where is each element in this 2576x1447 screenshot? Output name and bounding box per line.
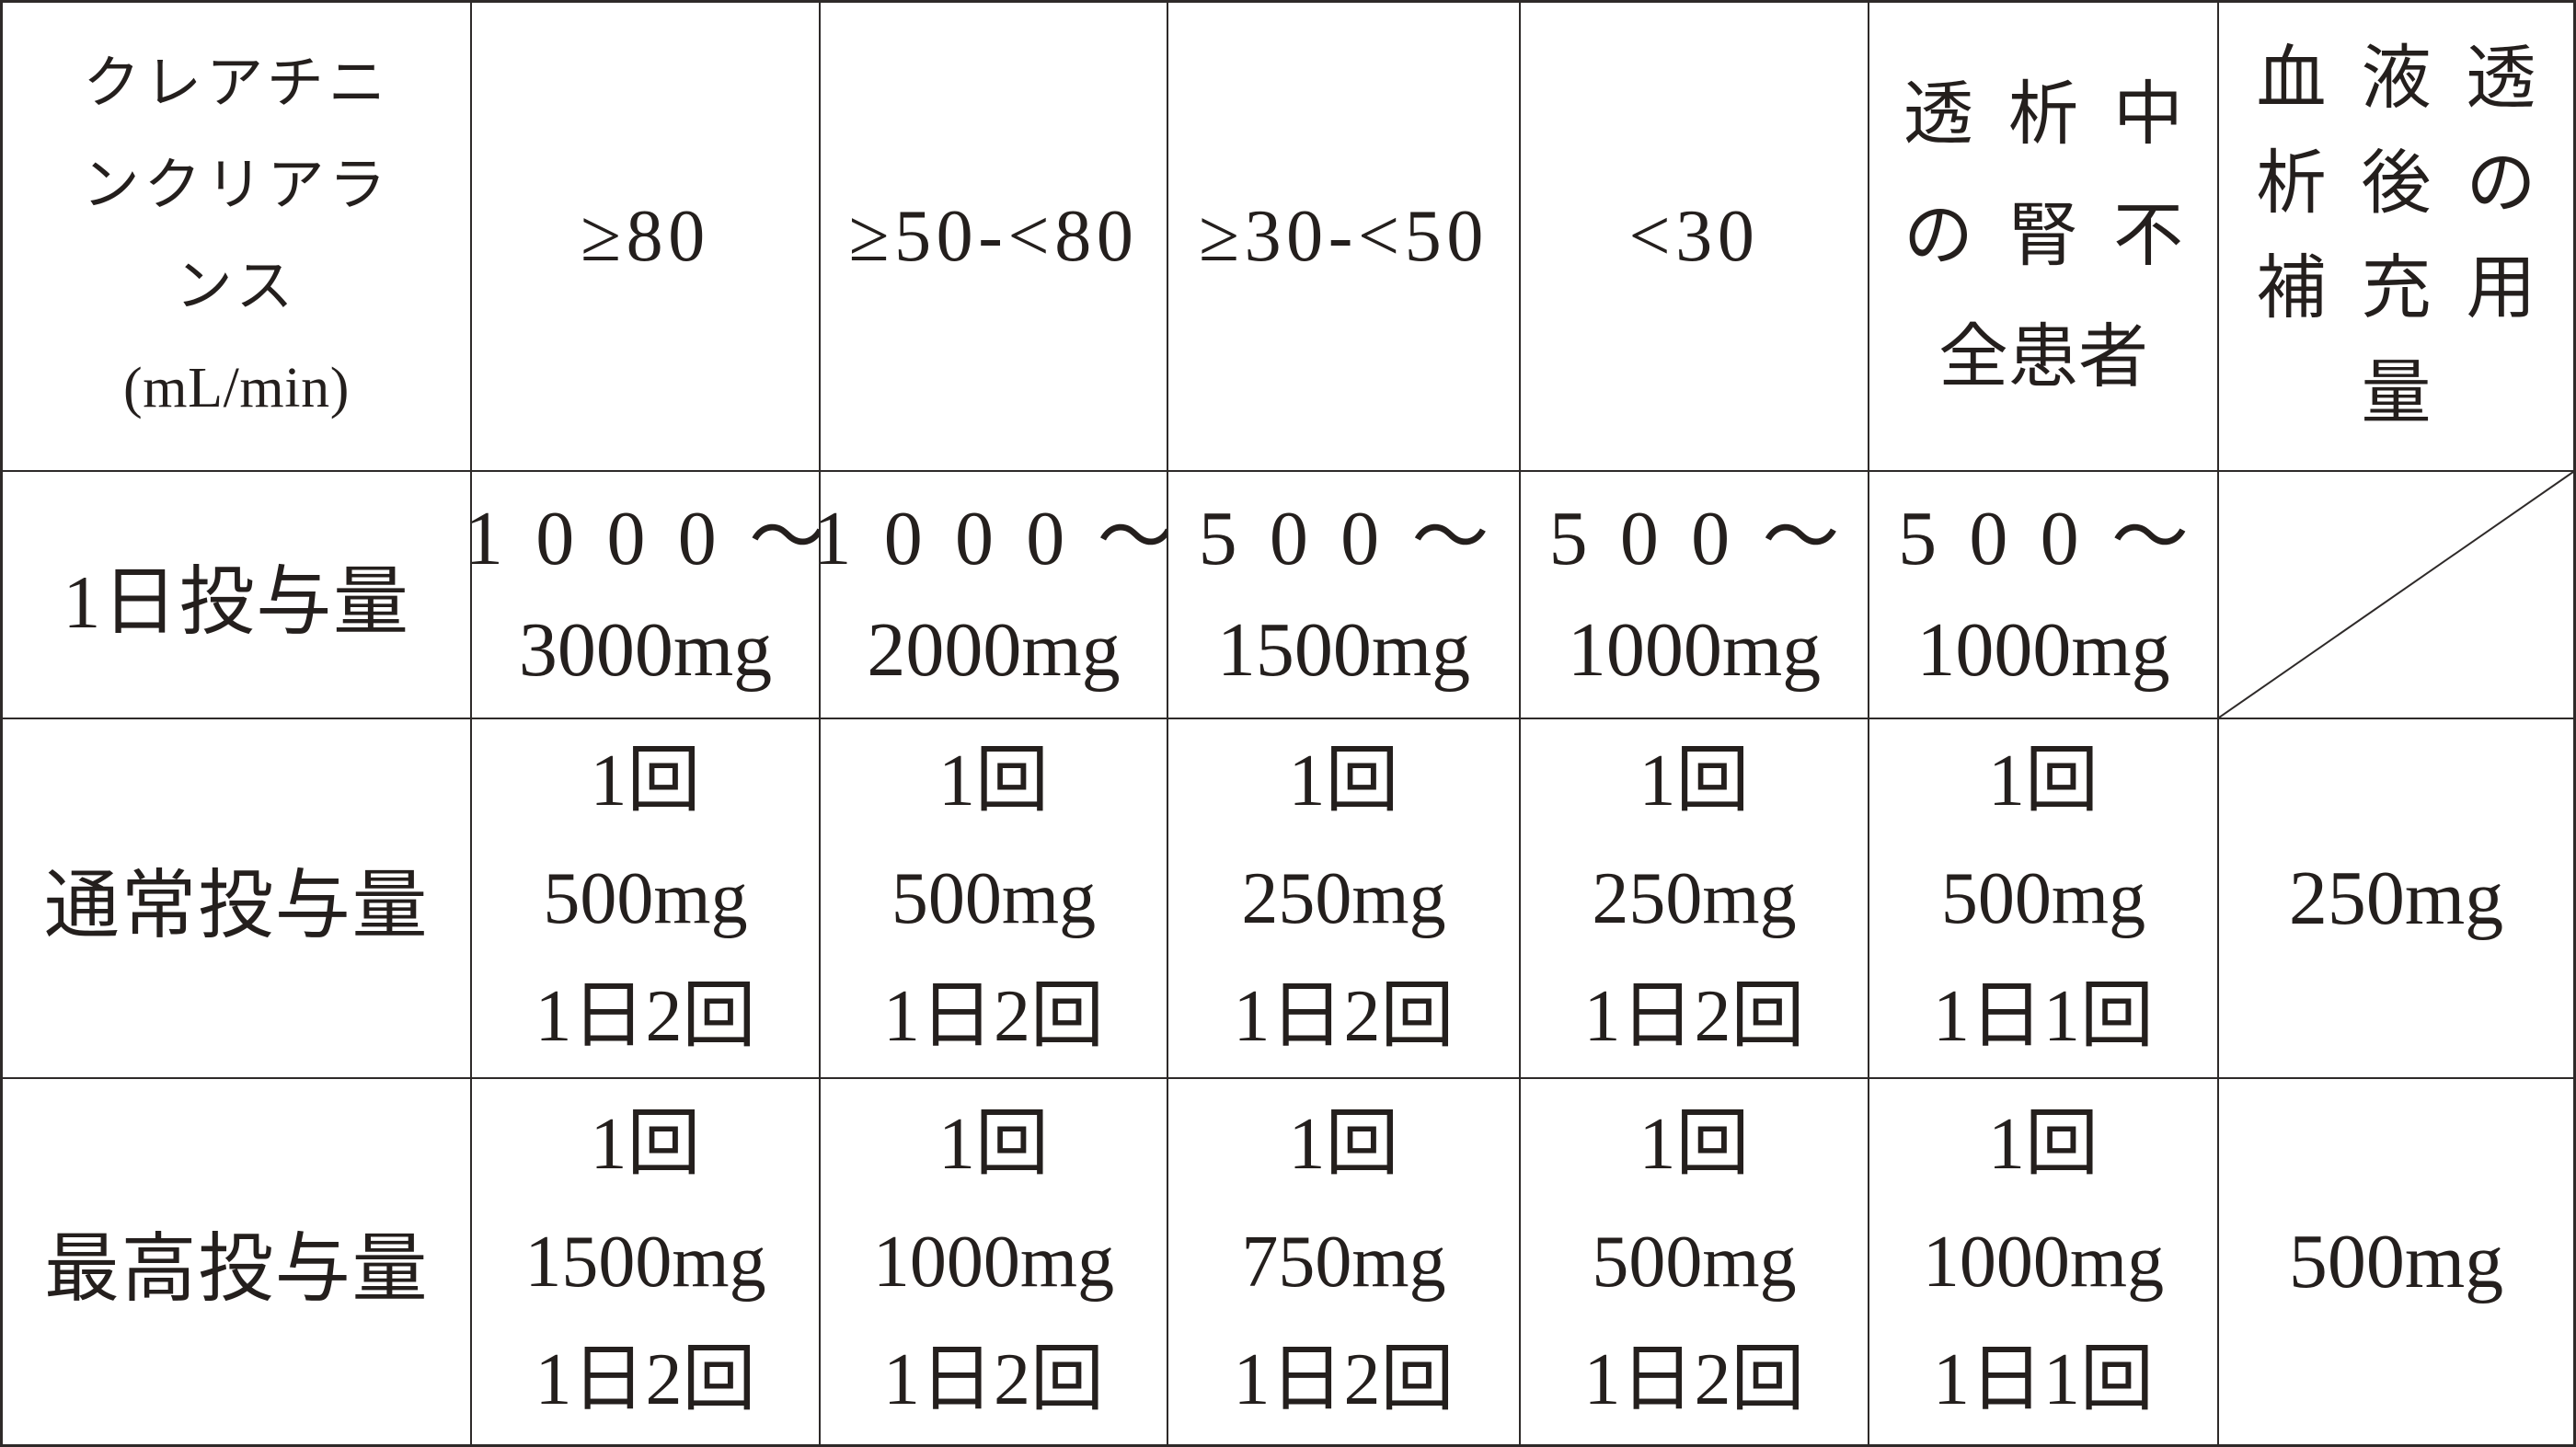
dose-line: 500mg xyxy=(1940,857,2146,939)
header-ccr-ge80: ≥80 xyxy=(472,3,821,472)
header-line: 析後の xyxy=(2256,145,2571,223)
dose-line: 1回 xyxy=(1288,1103,1399,1185)
max-dose-lt30: 1回 500mg 1日2回 xyxy=(1521,1079,1869,1444)
dose-line: 1日2回 xyxy=(1583,975,1805,1057)
dose-line: 500mg xyxy=(1592,1221,1797,1303)
header-line: 全患者 xyxy=(1938,319,2148,397)
row-label-daily-dose: 1日投与量 xyxy=(3,472,472,719)
header-line: クレアチニ xyxy=(83,52,390,116)
dose-line: 250mg xyxy=(1241,857,1446,939)
header-creatinine-clearance: クレアチニ ンクリアラ ンス (mL/min) xyxy=(3,3,472,472)
dose-line: 1500mg xyxy=(524,1221,766,1303)
dose-line: 1日2回 xyxy=(1233,1338,1455,1420)
usual-dose-30-50: 1回 250mg 1日2回 xyxy=(1168,719,1521,1079)
row-label-usual-dose: 通常投与量 xyxy=(3,719,472,1079)
dose-range: 1000mg xyxy=(1567,606,1822,693)
dose-line: 1日2回 xyxy=(1233,975,1455,1057)
dose-line: 750mg xyxy=(1241,1221,1446,1303)
dose-line: 500mg xyxy=(543,857,748,939)
max-dose-dialysis: 1回 1000mg 1日1回 xyxy=(1869,1079,2219,1444)
header-hemodialysis-supplement: 血液透 析後の 補充用 量 xyxy=(2219,3,2573,472)
dose-line: 1日1回 xyxy=(1933,1338,2154,1420)
dose-range: 1000～ xyxy=(472,496,819,582)
daily-dose-ge80: 1000～ 3000mg xyxy=(472,472,821,719)
header-unit: (mL/min) xyxy=(122,357,351,420)
dose-line: 250mg xyxy=(2288,856,2504,941)
dose-line: 250mg xyxy=(1592,857,1797,939)
dose-line: 1000mg xyxy=(1922,1221,2165,1303)
dose-line: 1日2回 xyxy=(1583,1338,1805,1420)
dose-line: 1日1回 xyxy=(1933,975,2154,1057)
dose-line: 1回 xyxy=(1988,1103,2099,1185)
header-ccr-30-50: ≥30-<50 xyxy=(1168,3,1521,472)
max-dose-50-80: 1回 1000mg 1日2回 xyxy=(821,1079,1168,1444)
daily-dose-30-50: 500～ 1500mg xyxy=(1168,472,1521,719)
daily-dose-lt30: 500～ 1000mg xyxy=(1521,472,1869,719)
dose-range: 1000mg xyxy=(1916,606,2170,693)
dose-range: 500～ xyxy=(1898,496,2219,582)
max-dose-ge80: 1回 1500mg 1日2回 xyxy=(472,1079,821,1444)
dose-range: 500～ xyxy=(1548,496,1869,582)
dose-line: 1回 xyxy=(590,740,701,821)
usual-dose-ge80: 1回 500mg 1日2回 xyxy=(472,719,821,1079)
daily-dose-supplement-empty xyxy=(2219,472,2573,719)
usual-dose-lt30: 1回 250mg 1日2回 xyxy=(1521,719,1869,1079)
usual-dose-50-80: 1回 500mg 1日2回 xyxy=(821,719,1168,1079)
header-line: 補充用 xyxy=(2256,250,2571,327)
header-ccr-50-80: ≥50-<80 xyxy=(821,3,1168,472)
dose-line: 500mg xyxy=(2288,1219,2504,1304)
dose-line: 1回 xyxy=(1639,740,1750,821)
header-ccr-lt30: <30 xyxy=(1521,3,1869,472)
dose-line: 1日2回 xyxy=(535,1338,756,1420)
dose-line: 500mg xyxy=(891,857,1097,939)
row-label-max-dose: 最高投与量 xyxy=(3,1079,472,1444)
dose-line: 1日2回 xyxy=(535,975,756,1057)
dose-range: 2000mg xyxy=(867,606,1121,693)
dose-line: 1回 xyxy=(1288,740,1399,821)
max-dose-supplement: 500mg xyxy=(2219,1079,2573,1444)
dose-range: 1500mg xyxy=(1216,606,1471,693)
max-dose-30-50: 1回 750mg 1日2回 xyxy=(1168,1079,1521,1444)
dose-range: 3000mg xyxy=(518,606,773,693)
dose-range: 500～ xyxy=(1198,496,1521,582)
usual-dose-supplement: 250mg xyxy=(2219,719,2573,1079)
header-line: ンス xyxy=(175,256,298,318)
dose-line: 1000mg xyxy=(872,1221,1115,1303)
daily-dose-50-80: 1000～ 2000mg xyxy=(821,472,1168,719)
dose-line: 1回 xyxy=(1988,740,2099,821)
header-line: 血液透 xyxy=(2256,40,2571,118)
header-dialysis-renal-failure: 透析中 の腎不 全患者 xyxy=(1869,3,2219,472)
dose-line: 1回 xyxy=(938,740,1049,821)
header-line: 量 xyxy=(2361,355,2432,432)
dose-range: 1000～ xyxy=(821,496,1167,582)
dose-line: 1回 xyxy=(938,1103,1049,1185)
dose-line: 1回 xyxy=(1639,1103,1750,1185)
diagonal-line xyxy=(2219,472,2573,718)
header-line: 透析中 xyxy=(1903,75,2218,154)
dose-line: 1日2回 xyxy=(883,975,1104,1057)
dose-line: 1日2回 xyxy=(883,1338,1104,1420)
daily-dose-dialysis: 500～ 1000mg xyxy=(1869,472,2219,719)
header-line: ンクリアラ xyxy=(82,154,391,217)
header-line: の腎不 xyxy=(1903,197,2218,275)
dose-line: 1回 xyxy=(590,1103,701,1185)
usual-dose-dialysis: 1回 500mg 1日1回 xyxy=(1869,719,2219,1079)
